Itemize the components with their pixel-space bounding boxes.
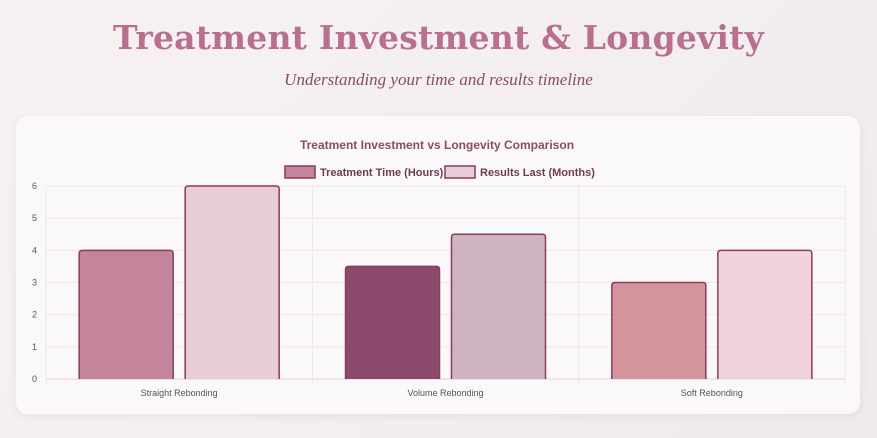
legend-label-treatment-time: Treatment Time (Hours) <box>320 167 444 179</box>
y-tick-label: 2 <box>32 310 37 320</box>
legend-item-results-last[interactable]: Results Last (Months) <box>444 165 595 179</box>
y-tick-label: 3 <box>32 278 37 288</box>
bar-results-last-1[interactable] <box>450 233 547 379</box>
y-tick-label: 6 <box>32 181 37 191</box>
page-subtitle: Understanding your time and results time… <box>284 70 593 89</box>
bar-treatment-time-2[interactable] <box>611 281 707 380</box>
legend-item-treatment-time[interactable]: Treatment Time (Hours) <box>284 165 444 179</box>
y-tick-label: 1 <box>32 342 37 352</box>
bar-treatment-time-1[interactable] <box>344 265 441 379</box>
x-tick-label: Volume Rebonding <box>407 388 483 398</box>
chart-title: Treatment Investment vs Longevity Compar… <box>300 138 574 152</box>
bar-treatment-time-0[interactable] <box>78 249 174 379</box>
bar-results-last-2[interactable] <box>717 249 813 379</box>
legend-swatch-treatment-time <box>284 165 316 179</box>
bars <box>78 185 813 380</box>
x-tick-label: Soft Rebonding <box>681 388 743 398</box>
bar-results-last-0[interactable] <box>184 185 280 379</box>
axes: 0 1 2 3 4 5 6 Straight Rebonding Volume Rebondin… <box>32 181 743 398</box>
page-title: Treatment Investment & Longevity <box>113 18 764 57</box>
x-tick-label: Straight Rebonding <box>141 388 218 398</box>
y-tick-label: 4 <box>32 245 37 255</box>
y-tick-label: 0 <box>32 374 37 384</box>
grid <box>45 185 846 385</box>
legend-label-results-last: Results Last (Months) <box>480 167 595 179</box>
legend: Treatment Time (Hours) Results Last (Mon… <box>284 165 595 179</box>
y-tick-label: 5 <box>32 213 37 223</box>
legend-swatch-results-last <box>444 165 476 179</box>
